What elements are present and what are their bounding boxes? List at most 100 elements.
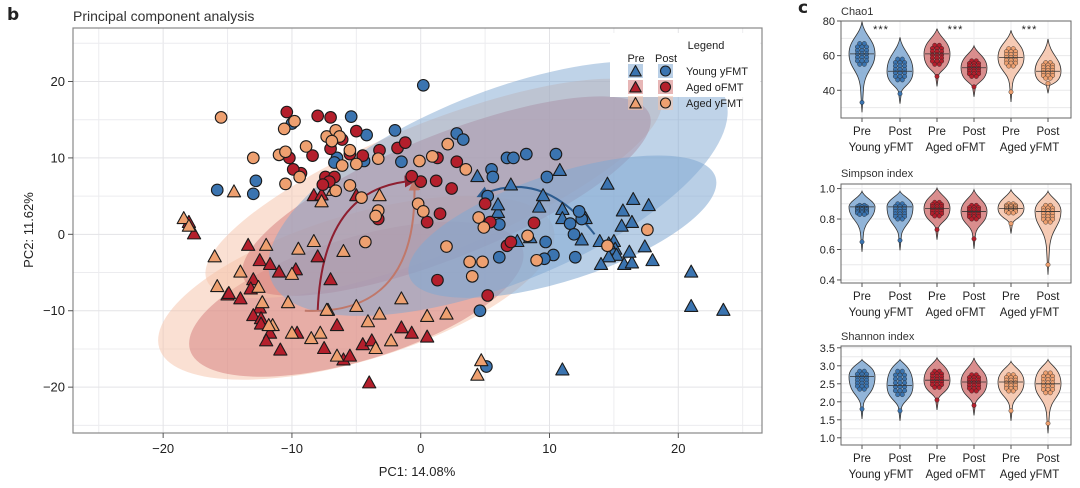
x-tick-label: Post: [962, 453, 986, 465]
shannon-chart: Shannon index 1.0 1.5 2.0 2.5 3.0 3.5 Pre Post P…: [820, 331, 1072, 481]
y-tick-label: −20: [43, 380, 65, 395]
violin-plot-frame: [840, 183, 1072, 284]
point-aged-ofmt-post: [478, 197, 492, 211]
pca-legend: Legend Pre Post Young yFMT Aged oFMT Age…: [610, 33, 760, 110]
violin-dot: [1047, 390, 1053, 396]
violin-dot: [897, 408, 903, 414]
point-aged-yfmt-pre: [291, 241, 306, 255]
y-tick-label: 0.4: [820, 275, 835, 287]
x-tick-label: 0: [417, 441, 424, 456]
point-aged-ofmt-pre: [310, 249, 325, 263]
pca-x-axis: −20 −10 0 10 20: [152, 433, 686, 456]
pca-title: Principal component analysis: [73, 8, 254, 24]
y-tick-label: 10: [51, 150, 65, 165]
point-young-yfmt-post: [549, 147, 563, 161]
point-young-yfmt-post: [563, 217, 577, 230]
point-aged-yfmt-post: [277, 122, 291, 136]
group-label: Aged yFMT: [1000, 142, 1059, 154]
group-label: Aged oFMT: [925, 307, 985, 319]
point-young-yfmt-post: [572, 205, 586, 218]
point-aged-yfmt-pre: [226, 184, 242, 198]
x-tick-label: −20: [152, 441, 174, 456]
legend-header-pre: Pre: [627, 53, 644, 65]
point-aged-yfmt-pre: [313, 325, 328, 339]
violin-dot: [857, 212, 863, 217]
point-aged-yfmt-pre: [207, 249, 222, 263]
violin-dot: [864, 58, 869, 64]
point-young-yfmt-post: [388, 124, 402, 137]
violin-dot: [1043, 390, 1049, 396]
point-young-yfmt-pre: [555, 362, 570, 376]
point-aged-yfmt-pre: [349, 298, 364, 313]
point-aged-yfmt-post: [369, 209, 382, 223]
point-aged-yfmt-post: [440, 240, 453, 253]
violin-dot: [859, 100, 865, 105]
point-young-yfmt-pre: [637, 239, 652, 253]
violin-dot: [857, 61, 863, 67]
point-young-yfmt-pre: [532, 199, 547, 213]
violin-dot: [897, 91, 903, 97]
point-aged-yfmt-post: [293, 170, 307, 184]
y-tick-label: 1.0: [820, 184, 835, 196]
point-aged-yfmt-post: [355, 191, 368, 204]
point-aged-yfmt-pre: [176, 211, 191, 225]
point-aged-yfmt-pre: [470, 367, 485, 381]
violin-dot: [902, 74, 907, 79]
violin-dot: [902, 388, 907, 394]
point-young-yfmt-post: [416, 78, 430, 92]
point-aged-ofmt-pre: [394, 320, 409, 334]
point-aged-yfmt-post: [325, 134, 339, 148]
violin-dot: [859, 239, 865, 245]
violin-dot: [899, 77, 905, 83]
chao1-chart: Chao1 40 60 80 Pre Post Pre Post Pre Post Young y…: [823, 6, 1072, 154]
point-aged-yfmt-post: [465, 269, 479, 283]
point-young-yfmt-post: [539, 235, 552, 249]
x-tick-label: 20: [671, 441, 685, 456]
point-aged-yfmt-post: [288, 114, 301, 128]
violin-dot: [899, 56, 905, 62]
point-young-yfmt-pre: [641, 198, 656, 212]
point-aged-yfmt-post: [530, 253, 543, 267]
point-young-yfmt-pre: [614, 218, 629, 232]
point-aged-yfmt-post: [246, 151, 260, 165]
point-aged-yfmt-post: [279, 177, 292, 191]
violin-dot: [895, 77, 901, 83]
point-aged-ofmt-pre: [221, 285, 236, 300]
point-aged-yfmt-post: [521, 229, 534, 243]
x-tick-label: Post: [962, 126, 986, 138]
legend-title: Legend: [688, 40, 725, 52]
group-label: Aged yFMT: [1000, 307, 1059, 319]
y-tick-label: 0: [58, 227, 65, 242]
point-aged-ofmt-pre: [252, 253, 267, 267]
point-aged-ofmt-post: [481, 289, 495, 302]
point-aged-yfmt-pre: [314, 194, 329, 208]
point-young-yfmt-post: [507, 151, 520, 165]
point-aged-ofmt-post: [527, 216, 541, 230]
point-aged-ofmt-pre: [246, 272, 261, 286]
point-aged-yfmt-post: [416, 205, 430, 218]
point-aged-ofmt-post: [356, 149, 370, 162]
x-tick-label: Pre: [1002, 453, 1020, 465]
point-aged-yfmt-pre: [284, 325, 300, 339]
point-young-yfmt-pre: [593, 256, 609, 270]
point-aged-yfmt-post: [601, 239, 614, 253]
point-aged-ofmt-post: [316, 178, 330, 192]
point-aged-ofmt-pre: [259, 333, 274, 347]
violin-plot-frame: [840, 345, 1072, 446]
point-young-yfmt-post: [486, 170, 500, 184]
y-tick-label: 3.5: [820, 343, 835, 355]
pca-plot-frame: [72, 27, 763, 434]
violin-dot: [1008, 408, 1014, 414]
group-label: Aged oFMT: [925, 469, 985, 481]
point-aged-yfmt-pre: [284, 266, 300, 280]
significance-marker: ***: [948, 24, 964, 36]
violin-dot: [895, 368, 901, 374]
pca-points: [176, 78, 731, 389]
y-tick-label: 3.0: [820, 361, 835, 373]
point-aged-yfmt-post: [425, 150, 439, 163]
x-tick-label: Pre: [928, 291, 946, 303]
violin-dot: [861, 386, 867, 392]
point-aged-yfmt-post: [477, 221, 491, 234]
y-tick-label: 20: [51, 74, 65, 89]
